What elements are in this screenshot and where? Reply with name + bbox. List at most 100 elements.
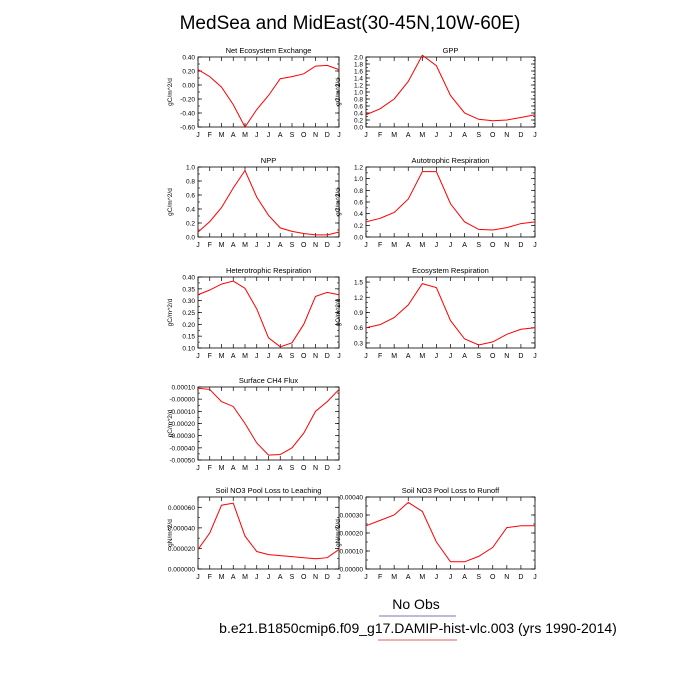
x-tick-label: M bbox=[219, 353, 225, 360]
data-point bbox=[478, 229, 479, 230]
x-tick-label: D bbox=[325, 465, 330, 472]
x-tick-label: S bbox=[476, 242, 481, 249]
data-point bbox=[534, 114, 535, 115]
data-point bbox=[450, 95, 451, 96]
panel-title: Heterotrophic Respiration bbox=[226, 266, 311, 275]
x-tick-label: J bbox=[364, 574, 368, 581]
x-tick-label: J bbox=[267, 132, 271, 139]
y-tick-label: 1.4 bbox=[354, 76, 363, 83]
x-tick-label: J bbox=[196, 574, 200, 581]
x-tick-label: S bbox=[290, 242, 295, 249]
y-tick-label: 0.20 bbox=[182, 69, 195, 76]
x-tick-label: D bbox=[325, 132, 330, 139]
x-tick-label: J bbox=[255, 574, 259, 581]
x-tick-label: M bbox=[219, 242, 225, 249]
data-point bbox=[520, 329, 521, 330]
x-tick-label: J bbox=[449, 574, 453, 581]
data-point bbox=[244, 288, 245, 289]
data-point bbox=[464, 221, 465, 222]
x-tick-label: M bbox=[419, 242, 425, 249]
x-tick-label: A bbox=[278, 242, 283, 249]
x-tick-label: S bbox=[476, 353, 481, 360]
data-point bbox=[209, 532, 210, 533]
y-tick-label: 1.0 bbox=[354, 90, 363, 97]
data-point bbox=[221, 87, 222, 88]
x-tick-label: J bbox=[449, 242, 453, 249]
y-tick-label: 0.10 bbox=[182, 346, 195, 353]
data-point bbox=[534, 221, 535, 222]
y-tick-label: 0.00010 bbox=[340, 549, 364, 556]
y-tick-label: 0.6 bbox=[354, 104, 363, 111]
x-tick-label: O bbox=[301, 465, 307, 472]
y-tick-label: 1.6 bbox=[354, 69, 363, 76]
x-tick-label: J bbox=[435, 242, 439, 249]
x-tick-label: F bbox=[208, 353, 212, 360]
data-point bbox=[256, 197, 257, 198]
data-point bbox=[221, 505, 222, 506]
data-point bbox=[506, 334, 507, 335]
data-point bbox=[338, 69, 339, 70]
y-tick-label: 0.2 bbox=[354, 223, 363, 230]
data-point bbox=[233, 406, 234, 407]
data-point bbox=[327, 234, 328, 235]
y-tick-label: 0.00 bbox=[182, 83, 195, 90]
y-tick-label: 0.4 bbox=[354, 111, 363, 118]
x-tick-label: M bbox=[219, 574, 225, 581]
y-tick-label: 0.40 bbox=[182, 275, 195, 282]
data-point bbox=[520, 117, 521, 118]
data-point bbox=[209, 389, 210, 390]
data-point bbox=[233, 104, 234, 105]
x-tick-label: J bbox=[267, 465, 271, 472]
x-tick-label: N bbox=[313, 132, 318, 139]
x-tick-label: D bbox=[518, 132, 523, 139]
data-point bbox=[244, 535, 245, 536]
series-line bbox=[365, 54, 536, 122]
x-tick-label: J bbox=[435, 132, 439, 139]
y-tick-label: 0.00030 bbox=[340, 513, 364, 520]
y-tick-label: -0.60 bbox=[180, 125, 195, 132]
x-tick-label: S bbox=[290, 132, 295, 139]
data-point bbox=[291, 76, 292, 77]
x-tick-label: A bbox=[462, 353, 467, 360]
data-point bbox=[478, 556, 479, 557]
x-tick-label: S bbox=[476, 132, 481, 139]
data-point bbox=[303, 233, 304, 234]
data-point bbox=[221, 401, 222, 402]
data-point bbox=[520, 223, 521, 224]
x-tick-label: N bbox=[504, 242, 509, 249]
data-point bbox=[478, 119, 479, 120]
data-point bbox=[280, 78, 281, 79]
data-point bbox=[422, 283, 423, 284]
y-tick-label: -0.20 bbox=[180, 97, 195, 104]
y-axis-label: gC/m^2/d bbox=[335, 188, 342, 216]
y-tick-label: 0.4 bbox=[186, 207, 195, 214]
y-tick-label: 1.0 bbox=[354, 176, 363, 183]
y-tick-label: 0.00020 bbox=[340, 531, 364, 538]
x-tick-label: S bbox=[290, 353, 295, 360]
x-tick-label: M bbox=[391, 353, 397, 360]
y-tick-label: 0.6 bbox=[354, 325, 363, 332]
data-point bbox=[464, 338, 465, 339]
data-point bbox=[280, 555, 281, 556]
y-tick-label: 0.40 bbox=[182, 55, 195, 62]
x-tick-label: O bbox=[490, 574, 496, 581]
data-point bbox=[280, 227, 281, 228]
plot-frame bbox=[365, 276, 536, 349]
data-point bbox=[315, 411, 316, 412]
y-tick-label: 1.2 bbox=[354, 295, 363, 302]
data-point bbox=[268, 95, 269, 96]
plot-frame bbox=[197, 56, 340, 128]
data-point bbox=[315, 66, 316, 67]
x-tick-label: A bbox=[231, 574, 236, 581]
plot-frame bbox=[365, 56, 536, 128]
x-tick-label: A bbox=[278, 465, 283, 472]
case-label: b.e21.B1850cmip6.f09_g17.DAMIP-hist-vlc.… bbox=[219, 620, 617, 636]
data-point bbox=[209, 289, 210, 290]
x-tick-label: M bbox=[391, 132, 397, 139]
data-point bbox=[233, 280, 234, 281]
y-axis-label: gN/m^2/d bbox=[167, 519, 174, 547]
y-tick-label: 0.6 bbox=[186, 193, 195, 200]
x-tick-label: M bbox=[219, 132, 225, 139]
series-line bbox=[197, 169, 340, 236]
legend-label: No Obs bbox=[392, 596, 439, 612]
